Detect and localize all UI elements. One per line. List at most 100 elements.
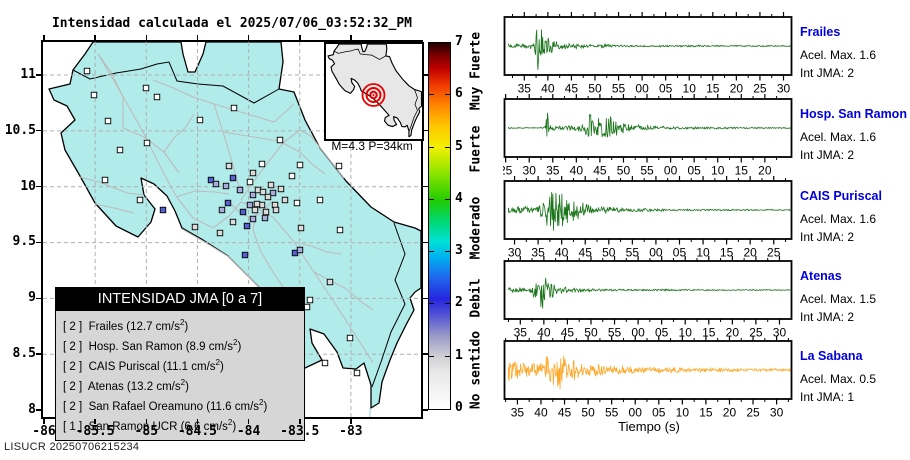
colorbar-scale-label: Moderado: [468, 196, 484, 259]
time-tick-label: 05: [673, 246, 687, 260]
y-tick-label: 10: [20, 178, 36, 194]
station-int-jma: Int JMA: 2: [800, 148, 855, 162]
colorbar-scale-label: Debil: [468, 278, 484, 318]
map-station-marker: [258, 160, 266, 168]
legend-box: INTENSIDAD JMA [0 a 7] [ 2 ] Frailes (12…: [55, 287, 305, 442]
legend-item: [ 2 ] San Rafael Oreamuno (11.6 cm/s2): [63, 398, 268, 413]
seismogram-svg: 35 40 45 50 55 00 05 10 15 20 25 30: [503, 336, 793, 420]
map-station-marker: [293, 199, 301, 207]
map-station-marker: [296, 161, 304, 169]
station-name: Hosp. San Ramon: [800, 107, 907, 121]
frame-tick: [423, 74, 428, 76]
map-station-marker: [104, 117, 112, 125]
map-station-marker: [239, 208, 247, 216]
map-station-marker: [224, 199, 232, 207]
time-tick-label: 15: [720, 246, 734, 260]
colorbar-tick: [429, 94, 434, 96]
time-tick-label: 25: [753, 82, 767, 96]
map-station-marker: [218, 206, 226, 214]
frame-tick: [36, 409, 41, 411]
map-station-marker: [267, 181, 275, 189]
legend-title: INTENSIDAD JMA [0 a 7]: [56, 288, 304, 311]
station-name: Frailes: [800, 25, 841, 39]
y-tick-label: 9.5: [12, 234, 36, 250]
legend-item: [ 2 ] Atenas (13.2 cm/s2): [63, 378, 189, 393]
x-tick-label: -83.5: [280, 424, 320, 439]
time-tick-label: 20: [723, 406, 737, 420]
map-station-marker: [83, 67, 91, 75]
map-station-marker: [225, 162, 233, 170]
map-station-marker: [281, 196, 289, 204]
map-station-marker: [153, 93, 161, 101]
map-station-marker: [229, 218, 237, 226]
time-tick-label: 00: [649, 246, 663, 260]
seismogram-box: [503, 98, 793, 158]
map-station-marker: [243, 222, 251, 230]
station-acel-max: Acel. Max. 0.5: [800, 372, 877, 386]
frame-tick: [423, 409, 428, 411]
epicenter-rings-icon: [361, 83, 386, 107]
colorbar-tick: [429, 146, 434, 148]
colorbar-tick-label: 0: [455, 400, 463, 415]
colorbar-tick: [445, 251, 450, 253]
map-station-marker: [316, 196, 324, 204]
map-station-marker: [264, 193, 272, 201]
map-station-marker: [249, 169, 257, 177]
time-tick-label: 30: [777, 82, 791, 96]
time-tick-label: 40: [570, 164, 584, 178]
x-tick-label: -85.5: [75, 424, 115, 439]
map-station-marker: [90, 91, 98, 99]
seismogram-svg: 35 40 45 50 55 00 05 10 15 20 25 30: [503, 256, 793, 340]
colorbar-tick: [429, 303, 434, 305]
seismogram-trace: [508, 277, 791, 309]
time-tick-label: 35: [511, 406, 525, 420]
time-tick-label: 20: [730, 82, 744, 96]
y-tick-label: 10.5: [4, 122, 36, 138]
frame-tick: [423, 297, 428, 300]
frame-tick: [36, 353, 41, 355]
frame-tick: [423, 353, 428, 355]
frame-tick: [43, 419, 45, 424]
frame-tick: [350, 35, 352, 40]
seismogram-svg: 30 35 40 45 50 55 00 05 10 15 20 25: [503, 176, 793, 260]
map-station-marker: [272, 206, 280, 214]
map-station-marker: [236, 186, 244, 194]
map-station-marker: [207, 176, 215, 184]
frame-tick: [350, 419, 352, 424]
station-acel-max: Acel. Max. 1.6: [800, 48, 877, 62]
time-tick-label: 15: [735, 164, 749, 178]
x-tick-label: -83: [339, 424, 363, 439]
frame-tick: [36, 297, 41, 300]
frame-tick: [423, 185, 428, 188]
country-borders: [333, 48, 418, 132]
x-tick-label: -85: [134, 424, 159, 439]
seismogram-trace: [508, 112, 791, 138]
map-station-marker: [336, 226, 344, 234]
map-station-marker: [261, 214, 269, 222]
map-station-marker: [159, 206, 167, 214]
station-int-jma: Int JMA: 2: [800, 310, 855, 324]
time-tick-label: 15: [699, 406, 713, 420]
time-tick-label: 15: [706, 82, 720, 96]
map-station-marker: [259, 188, 267, 196]
time-tick-label: 25: [503, 164, 513, 178]
map-station-marker: [297, 224, 305, 232]
time-tick-label: 35: [546, 164, 560, 178]
frame-tick: [196, 35, 199, 40]
colorbar-tick: [445, 94, 450, 96]
frame-tick: [145, 419, 148, 424]
time-tick-label: 50: [617, 164, 631, 178]
seismogram-trace: [508, 29, 791, 70]
colorbar-tick-label: 1: [455, 347, 463, 363]
map-station-marker: [249, 215, 257, 223]
station-acel-max: Acel. Max. 1.6: [800, 212, 877, 226]
time-tick-label: 50: [581, 406, 595, 420]
map-station-marker: [136, 196, 144, 204]
colorbar-tick-label: 3: [455, 243, 463, 259]
colorbar-tick: [429, 198, 434, 200]
map-station-marker: [253, 200, 261, 208]
frame-tick: [299, 35, 301, 40]
seismogram-panel: 30 35 40 45 50 55 00 05 10 15 20 25: [503, 175, 795, 260]
map-station-marker: [246, 201, 254, 209]
map-station-marker: [276, 136, 284, 144]
